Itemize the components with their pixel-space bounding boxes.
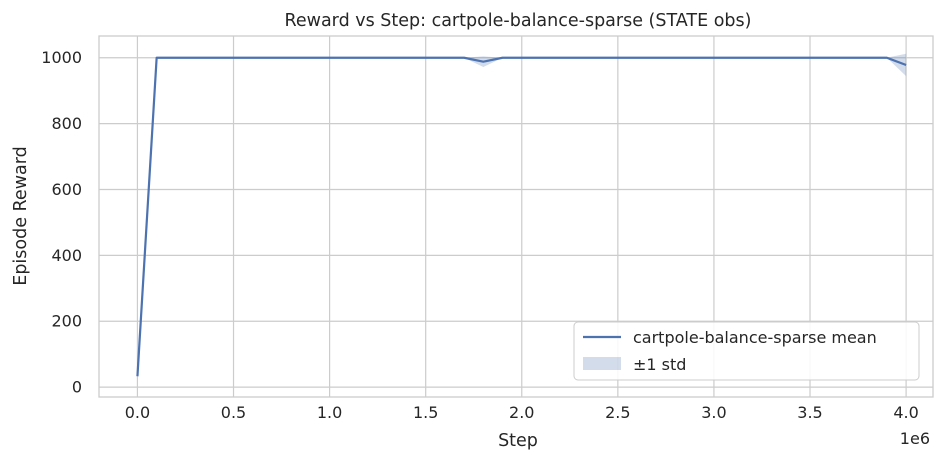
y-tick-label: 0 [72,378,82,397]
mean-reward-line [136,56,907,377]
mean-line-layer [136,56,907,377]
legend-box [573,321,920,381]
y-tick-labels: 0 200 400 600 800 1000 [41,48,82,396]
x-tick-label: 3.5 [797,403,822,422]
grid-lines [99,36,933,397]
x-offset-label: 1e6 [900,429,930,448]
y-tick-label: 400 [51,246,82,265]
chart-title: Reward vs Step: cartpole-balance-sparse … [285,11,752,31]
x-tick-label: 4.0 [893,403,918,422]
y-tick-label: 1000 [41,48,82,67]
y-tick-label: 600 [51,180,82,199]
x-tick-label: 2.0 [509,403,534,422]
x-tick-labels: 0.0 0.5 1.0 1.5 2.0 2.5 3.0 3.5 4.0 [125,403,919,422]
y-tick-label: 800 [51,114,82,133]
plot-frame [98,35,934,398]
x-tick-label: 1.0 [317,403,342,422]
x-tick-label: 2.5 [605,403,630,422]
y-axis-label: Episode Reward [11,146,31,285]
x-tick-label: 1.5 [413,403,438,422]
x-tick-label: 3.0 [701,403,726,422]
x-axis-label: Step [498,431,538,451]
x-tick-label: 0.0 [125,403,150,422]
legend-mean-label: cartpole-balance-sparse mean [633,328,877,347]
y-tick-label: 200 [51,312,82,331]
x-tick-label: 0.5 [221,403,246,422]
legend-std-label: ±1 std [633,355,686,374]
legend: cartpole-balance-sparse mean ±1 std [573,321,920,381]
legend-std-band-swatch [583,357,621,370]
